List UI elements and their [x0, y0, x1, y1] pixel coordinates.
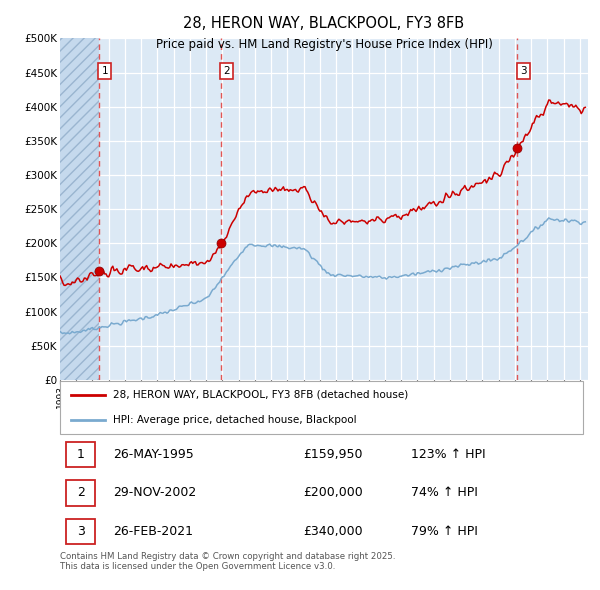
- FancyBboxPatch shape: [67, 480, 95, 506]
- FancyBboxPatch shape: [60, 381, 583, 434]
- Text: 3: 3: [520, 65, 526, 76]
- Text: 79% ↑ HPI: 79% ↑ HPI: [411, 525, 478, 538]
- Text: 74% ↑ HPI: 74% ↑ HPI: [411, 486, 478, 499]
- Text: 29-NOV-2002: 29-NOV-2002: [113, 486, 196, 499]
- Text: 28, HERON WAY, BLACKPOOL, FY3 8FB (detached house): 28, HERON WAY, BLACKPOOL, FY3 8FB (detac…: [113, 390, 408, 400]
- Text: 28, HERON WAY, BLACKPOOL, FY3 8FB: 28, HERON WAY, BLACKPOOL, FY3 8FB: [184, 16, 464, 31]
- Text: HPI: Average price, detached house, Blackpool: HPI: Average price, detached house, Blac…: [113, 415, 356, 425]
- Text: 26-FEB-2021: 26-FEB-2021: [113, 525, 193, 538]
- Text: £340,000: £340,000: [303, 525, 362, 538]
- Text: 26-MAY-1995: 26-MAY-1995: [113, 448, 194, 461]
- Text: 2: 2: [77, 486, 85, 499]
- Text: Price paid vs. HM Land Registry's House Price Index (HPI): Price paid vs. HM Land Registry's House …: [155, 38, 493, 51]
- Text: Contains HM Land Registry data © Crown copyright and database right 2025.
This d: Contains HM Land Registry data © Crown c…: [60, 552, 395, 572]
- Bar: [60, 38, 99, 380]
- Text: £200,000: £200,000: [303, 486, 362, 499]
- Text: 123% ↑ HPI: 123% ↑ HPI: [411, 448, 486, 461]
- FancyBboxPatch shape: [67, 441, 95, 467]
- Text: £159,950: £159,950: [303, 448, 362, 461]
- Text: 3: 3: [77, 525, 85, 538]
- Text: 1: 1: [77, 448, 85, 461]
- Text: 2: 2: [223, 65, 230, 76]
- Text: 1: 1: [101, 65, 108, 76]
- FancyBboxPatch shape: [67, 519, 95, 544]
